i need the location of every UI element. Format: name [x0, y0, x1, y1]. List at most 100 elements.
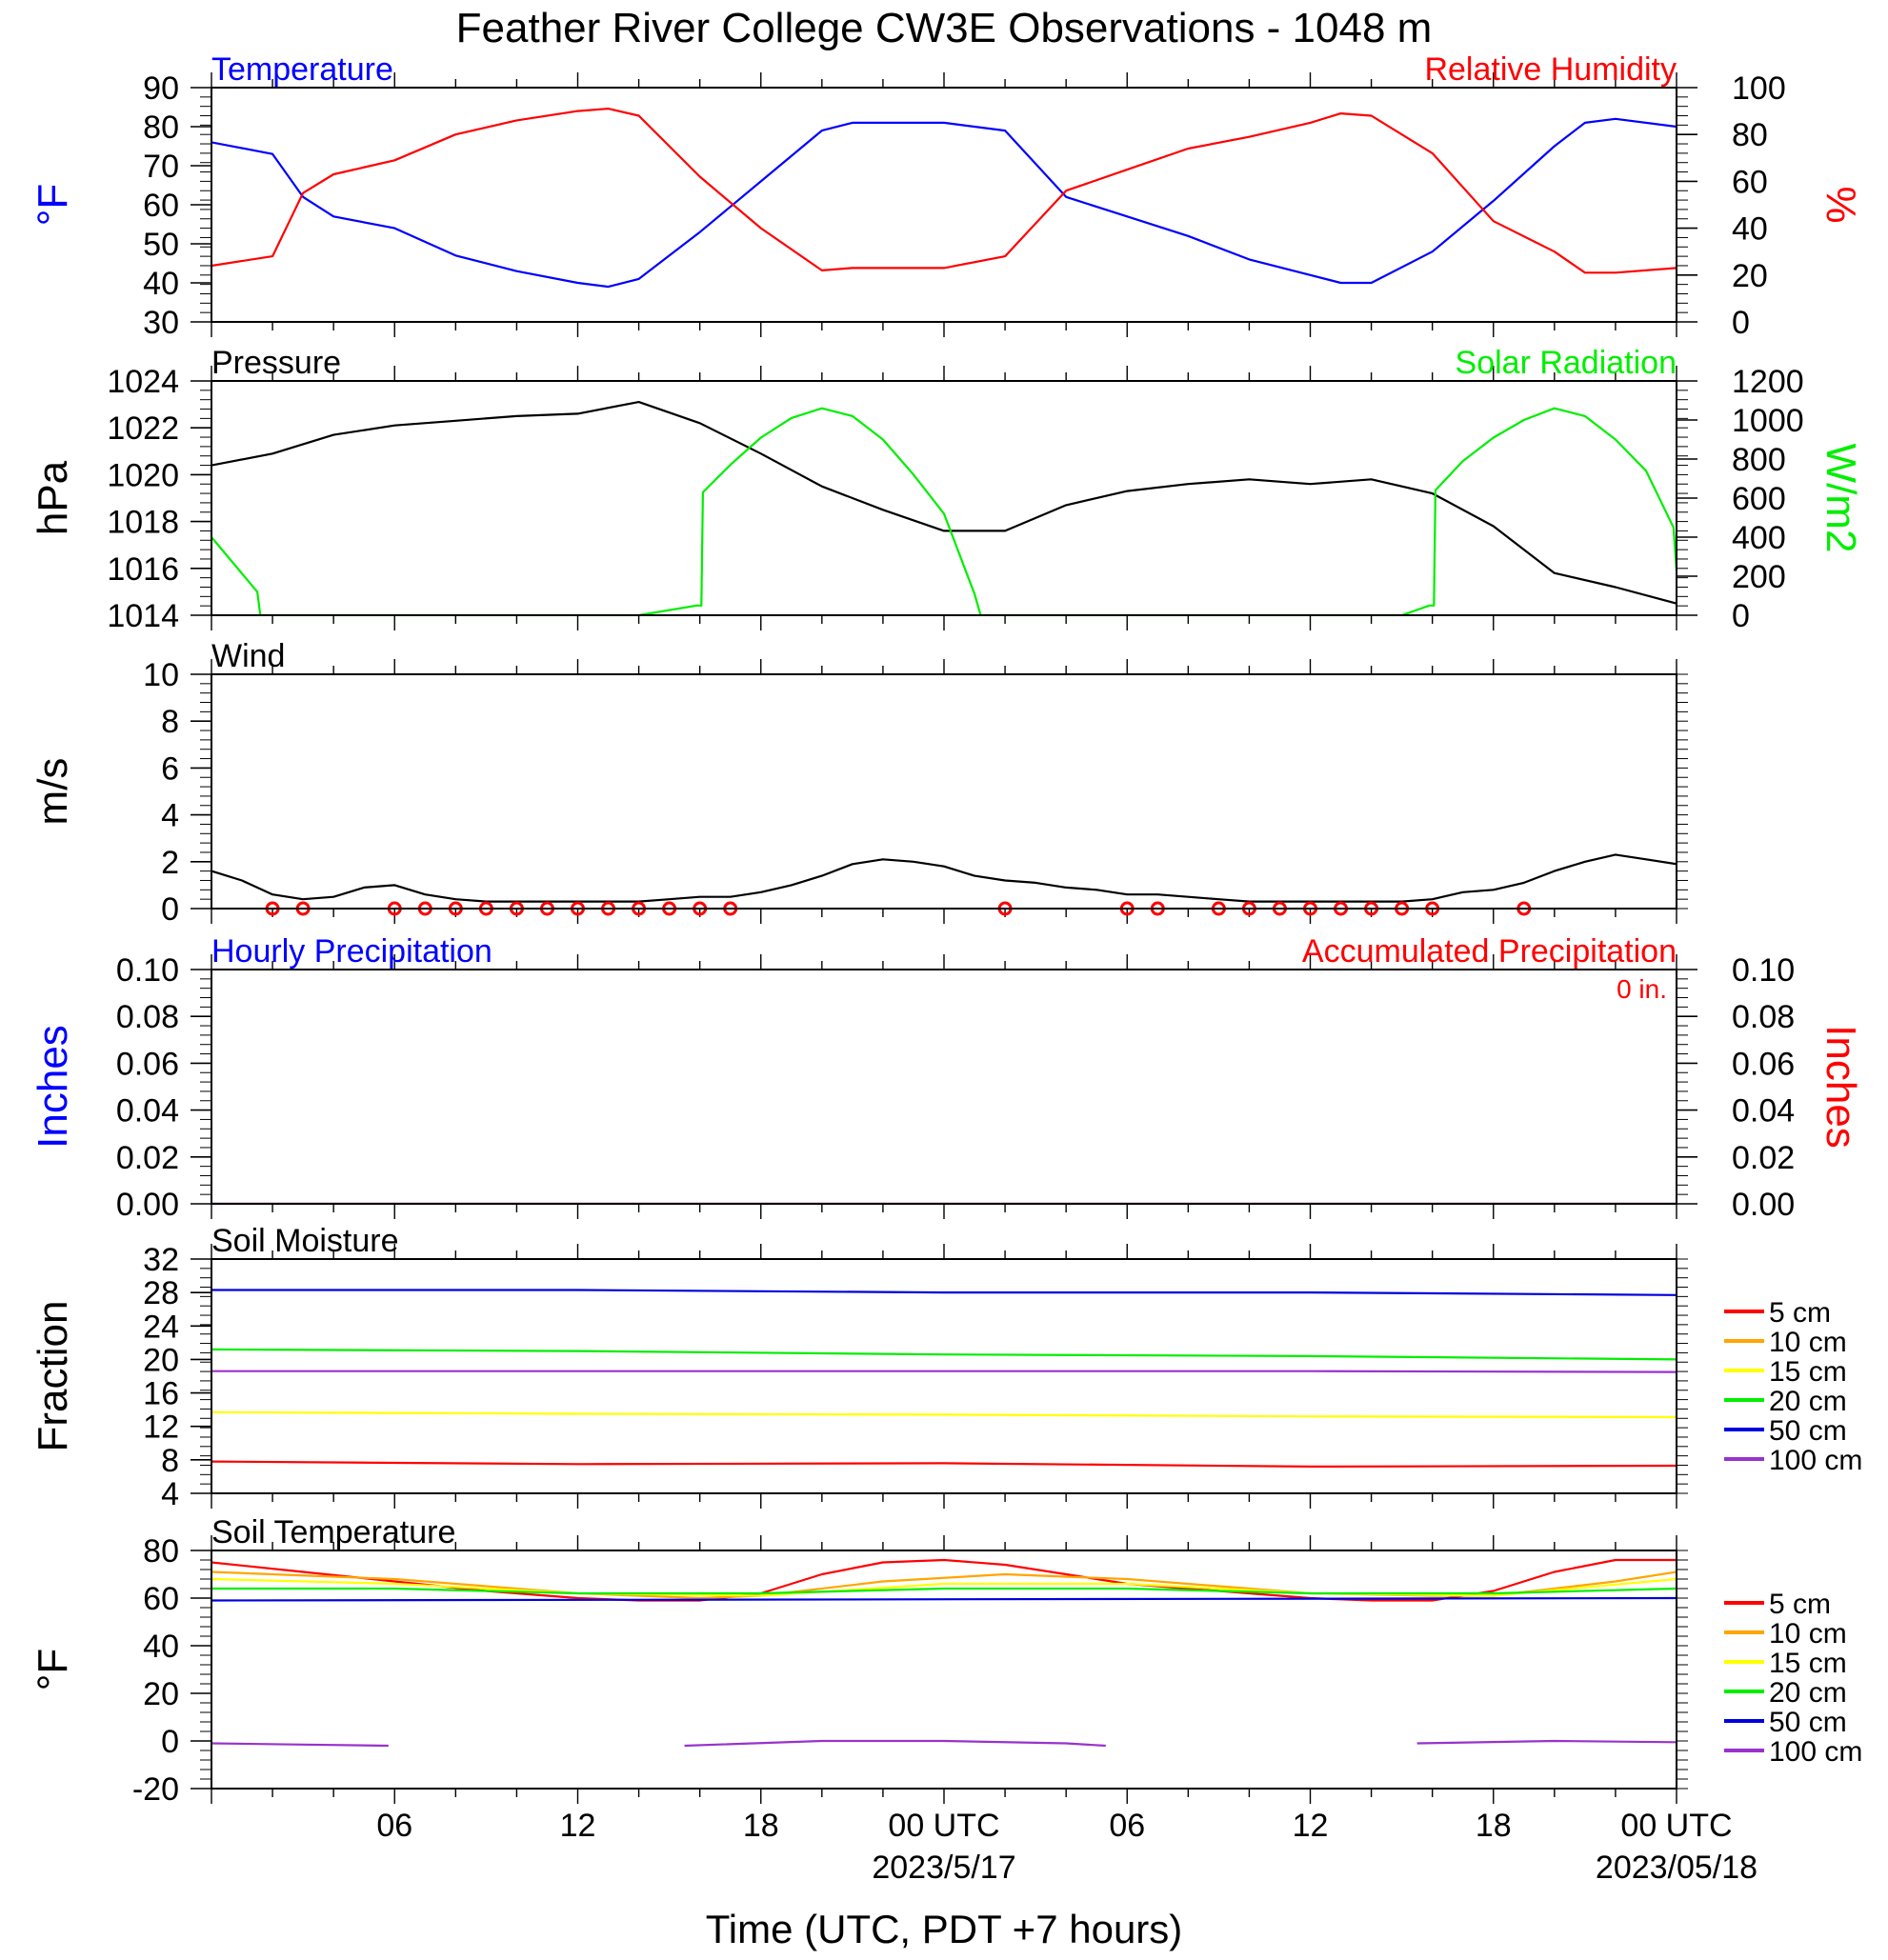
- panel-title-left: Wind: [211, 638, 285, 674]
- series-line-temperature: [211, 117, 1677, 289]
- x-tick-label: 18: [1476, 1808, 1512, 1844]
- panel-title-left: Soil Moisture: [211, 1223, 399, 1259]
- series-line-15-cm: [211, 1410, 1677, 1419]
- y-tick-label-left: 28: [143, 1275, 179, 1311]
- y-tick-label-right: 1000: [1732, 403, 1804, 439]
- y-tick-label-left: 80: [143, 1533, 179, 1570]
- series-group: [211, 853, 1677, 903]
- series-line-5-cm: [211, 1460, 1677, 1469]
- series-line-100-cm: [684, 1739, 1106, 1748]
- figure-title: Feather River College CW3E Observations …: [456, 5, 1433, 51]
- legend-label: 100 cm: [1769, 1736, 1862, 1768]
- y-tick-label-left: 4: [161, 1476, 179, 1512]
- y-tick-label-left: 0: [161, 1724, 179, 1760]
- series-line-50-cm: [211, 1289, 1677, 1296]
- series-line-15-cm: [211, 1577, 1677, 1597]
- y-tick-label-right: 0.02: [1732, 1140, 1795, 1176]
- legend-label: 20 cm: [1769, 1386, 1847, 1417]
- x-tick-label: 12: [560, 1808, 596, 1844]
- y-axis-label-right: Inches: [1818, 1025, 1864, 1149]
- y-tick-label-right: 0: [1732, 305, 1750, 341]
- y-tick-label-left: 0.06: [116, 1046, 179, 1082]
- panel-title-left: Pressure: [211, 345, 341, 381]
- y-tick-label-left: 12: [143, 1410, 179, 1446]
- panel-2: 1024 1022 1020 1018 1016 1014 1200100080060040…: [30, 345, 1864, 634]
- legend-label: 5 cm: [1769, 1589, 1831, 1620]
- y-tick-label-left: 70: [143, 149, 179, 185]
- accumulated-total-label: 0 in.: [1617, 974, 1667, 1004]
- y-tick-label-left: 16: [143, 1376, 179, 1412]
- y-tick-label-left: 6: [161, 750, 179, 787]
- y-tick-label-left: 2: [161, 845, 179, 881]
- x-tick-date-label: 2023/05/18: [1596, 1850, 1757, 1886]
- plot-frame: [211, 1258, 1677, 1494]
- plot-frame: [211, 380, 1677, 616]
- y-tick-label-left: 40: [143, 1629, 179, 1665]
- plot-frame: [211, 87, 1677, 323]
- series-group: [211, 1558, 1677, 1748]
- panel-title-right: Solar Radiation: [1456, 345, 1677, 381]
- y-tick-label-right: 80: [1732, 117, 1768, 153]
- legend-label: 10 cm: [1769, 1618, 1847, 1650]
- y-tick-label-left: -20: [132, 1771, 179, 1808]
- panel-title-left: Hourly Precipitation: [211, 933, 492, 970]
- y-tick-label-left: 8: [161, 1443, 179, 1479]
- series-line-50-cm: [211, 1596, 1677, 1602]
- y-tick-label-right: 200: [1732, 559, 1786, 595]
- x-axis-label: Time (UTC, PDT +7 hours): [706, 1907, 1183, 1951]
- legend-label: 15 cm: [1769, 1648, 1847, 1679]
- x-tick-date-label: 2023/5/17: [872, 1850, 1015, 1886]
- series-line-solar-radiation: [211, 407, 1677, 615]
- series-group: [211, 1289, 1677, 1469]
- y-axis-label-left: °F: [30, 1649, 76, 1690]
- y-axis-label-right: W/m2: [1818, 444, 1864, 553]
- y-tick-label-left: 30: [143, 305, 179, 341]
- y-tick-label-left: 20: [143, 1342, 179, 1378]
- series-group: [211, 401, 1677, 615]
- x-tick-label: 06: [376, 1808, 412, 1844]
- series-line-pressure: [211, 401, 1677, 605]
- y-tick-label-left: 0: [161, 891, 179, 928]
- y-axis-label-left: Inches: [30, 1025, 76, 1149]
- x-tick-label: 00 UTC: [888, 1808, 999, 1844]
- panel-title-left: Soil Temperature: [211, 1514, 455, 1550]
- y-tick-label-right: 40: [1732, 211, 1768, 248]
- y-tick-label-right: 0.10: [1732, 952, 1795, 989]
- y-tick-label-left: 4: [161, 798, 179, 834]
- y-tick-label-left: 8: [161, 704, 179, 740]
- y-tick-label-left: 1014: [107, 598, 179, 634]
- y-tick-label-left: 24: [143, 1309, 179, 1345]
- plot-frame: [211, 673, 1677, 910]
- y-tick-label-left: 0.10: [116, 952, 179, 989]
- y-tick-label-left: 60: [143, 188, 179, 224]
- panel-title-right: Accumulated Precipitation: [1302, 933, 1677, 970]
- x-tick-label: 12: [1293, 1808, 1329, 1844]
- y-tick-label-left: 90: [143, 70, 179, 107]
- y-tick-label-left: 1022: [107, 410, 179, 447]
- panel-3: 10 8 6 4 2 0 Wind m/s: [30, 638, 1688, 928]
- y-tick-label-left: 1020: [107, 457, 179, 493]
- y-tick-label-left: 0.08: [116, 999, 179, 1035]
- y-axis-label-right: %: [1818, 186, 1864, 223]
- series-line-relative-humidity: [211, 107, 1677, 274]
- y-tick-label-left: 0.02: [116, 1140, 179, 1176]
- panel-title-right: Relative Humidity: [1424, 51, 1677, 88]
- y-tick-label-left: 20: [143, 1676, 179, 1712]
- y-tick-label-left: 40: [143, 266, 179, 302]
- legend-label: 100 cm: [1769, 1445, 1862, 1476]
- y-tick-label-right: 20: [1732, 258, 1768, 294]
- y-tick-label-left: 80: [143, 110, 179, 146]
- y-tick-label-left: 0.04: [116, 1093, 179, 1130]
- y-tick-label-right: 0.00: [1732, 1187, 1795, 1223]
- y-tick-label-right: 60: [1732, 164, 1768, 200]
- x-tick-label: 18: [743, 1808, 779, 1844]
- y-axis-label-left: m/s: [30, 758, 76, 826]
- series-line-wind: [211, 853, 1677, 903]
- y-tick-label-left: 32: [143, 1242, 179, 1278]
- y-tick-label-right: 0.06: [1732, 1046, 1795, 1082]
- y-tick-label-right: 800: [1732, 442, 1786, 478]
